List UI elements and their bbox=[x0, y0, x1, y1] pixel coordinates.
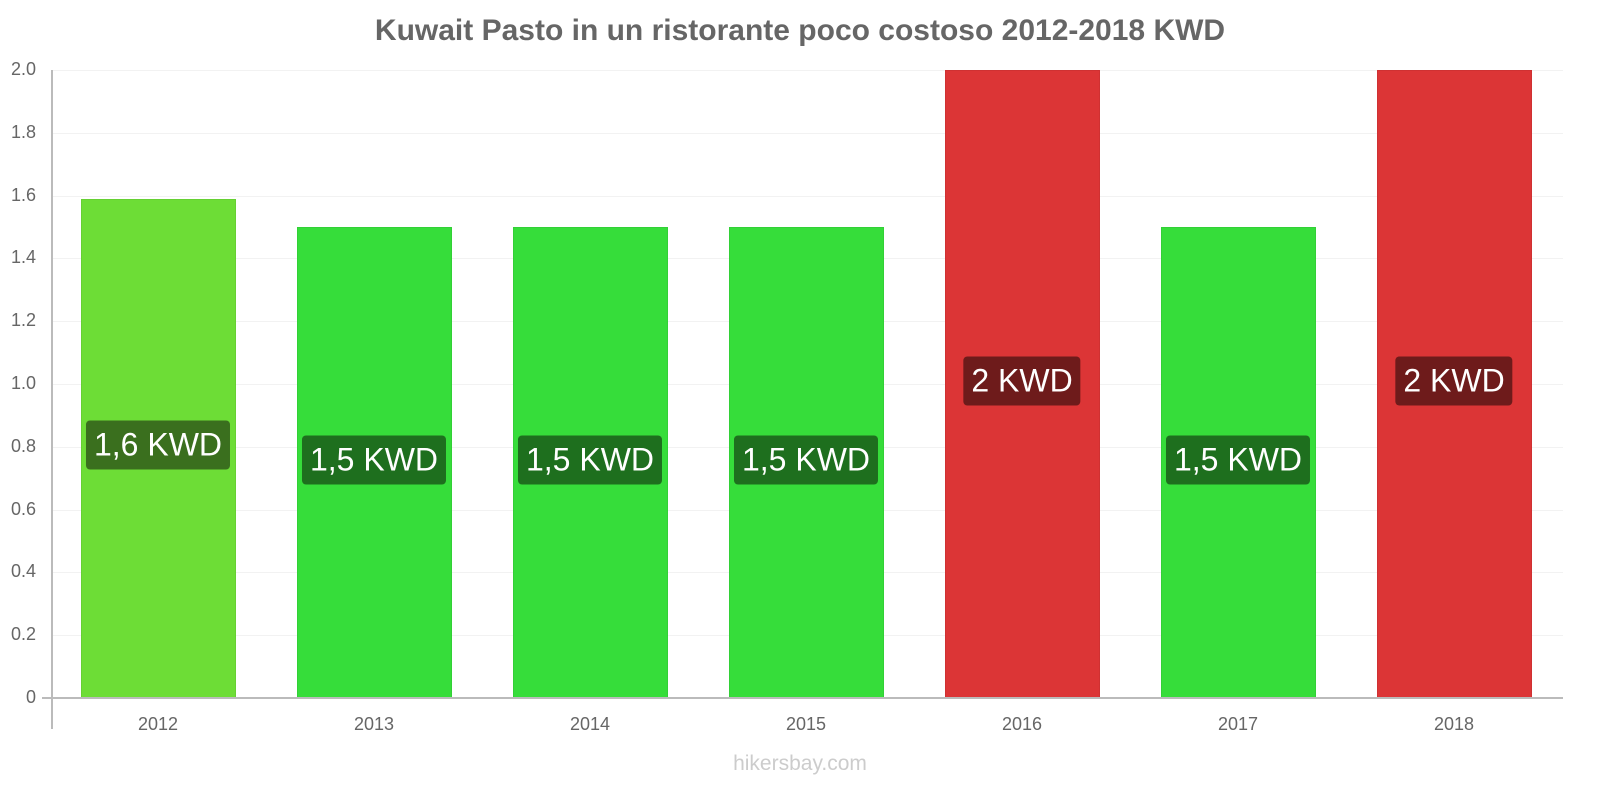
x-tick-label: 2018 bbox=[1433, 714, 1475, 734]
y-tick-label: 1.0 bbox=[10, 373, 36, 393]
data-label-2012: 1,6 KWD bbox=[85, 420, 231, 470]
x-tick-label: 2014 bbox=[569, 714, 611, 734]
data-label-2013: 1,5 KWD bbox=[301, 435, 447, 484]
y-axis-line bbox=[51, 70, 53, 729]
x-tick-label: 2017 bbox=[1217, 714, 1259, 734]
y-tick-label: 0.8 bbox=[10, 435, 36, 456]
plot-area: 1,6 KWD 1,5 KWD 1,5 KWD 1,5 KWD 2 KWD 1,5 KWD… bbox=[51, 70, 1563, 698]
gridline bbox=[51, 132, 1563, 134]
data-label-2016: 2 KWD bbox=[963, 356, 1081, 406]
chart-title: Kuwait Pasto in un ristorante poco costo… bbox=[374, 14, 1226, 47]
x-tick-label: 2016 bbox=[1001, 714, 1043, 734]
x-tick-label: 2015 bbox=[785, 714, 827, 734]
y-tick-label: 0.2 bbox=[10, 624, 36, 645]
y-tick-label: 0.6 bbox=[10, 498, 36, 519]
y-tick-label: 0.4 bbox=[10, 561, 36, 582]
data-label-2014: 1,5 KWD bbox=[517, 435, 663, 484]
data-label-2017: 1,5 KWD bbox=[1165, 435, 1311, 484]
gridline bbox=[51, 70, 1563, 71]
y-tick-label: 1.6 bbox=[10, 184, 36, 205]
data-label-2015: 1,5 KWD bbox=[733, 435, 879, 484]
gridline bbox=[51, 195, 1563, 197]
y-tick-label: 2.0 bbox=[10, 59, 36, 79]
x-tick-label: 2013 bbox=[353, 714, 395, 734]
data-label-2018: 2 KWD bbox=[1395, 356, 1513, 406]
watermark: hikersbay.com bbox=[733, 752, 867, 775]
y-tick-label: 1.8 bbox=[10, 121, 36, 142]
y-tick-label: 1.4 bbox=[10, 247, 36, 268]
x-axis-line bbox=[42, 697, 1563, 699]
y-tick-label: 0 bbox=[25, 687, 36, 707]
y-tick-label: 1.2 bbox=[10, 310, 36, 331]
x-tick-label: 2012 bbox=[137, 714, 179, 734]
